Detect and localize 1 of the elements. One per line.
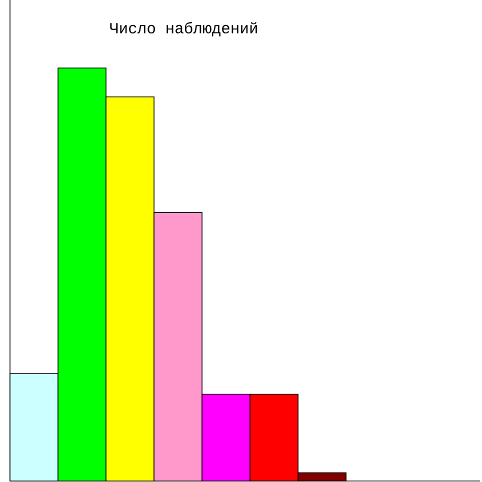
chart-title: Число наблюдений [110,22,257,36]
